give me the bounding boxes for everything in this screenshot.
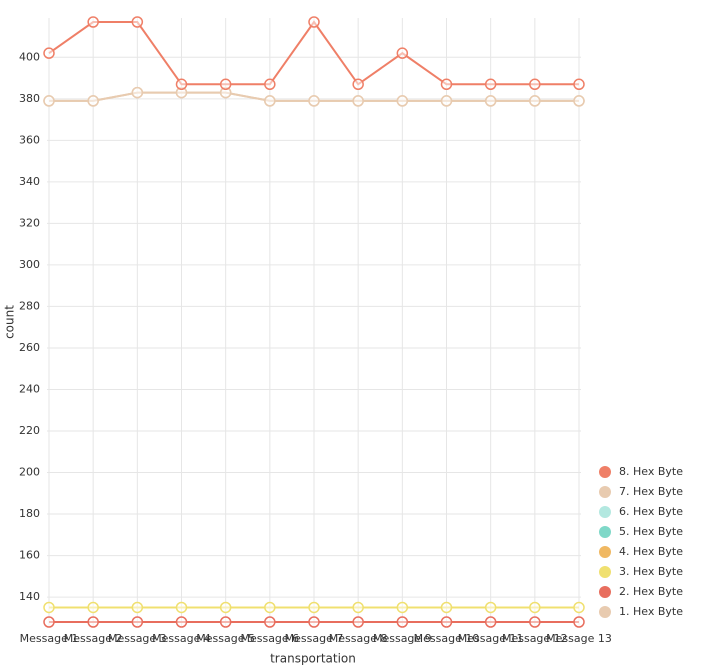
legend-swatch <box>599 486 611 498</box>
point <box>484 78 497 91</box>
point <box>484 95 497 107</box>
point <box>43 616 55 628</box>
legend-swatch <box>599 606 611 618</box>
point <box>131 16 144 28</box>
y-tick-label: 280 <box>19 299 40 312</box>
y-tick-label: 180 <box>19 507 40 520</box>
x-tick-label: Message 12 <box>502 632 568 645</box>
point <box>308 16 320 28</box>
x-tick-label: Message 7 <box>285 632 344 645</box>
point <box>219 616 232 628</box>
legend-label: 2. Hex Byte <box>619 585 683 598</box>
legend-swatch <box>599 546 611 558</box>
legend-label: 6. Hex Byte <box>619 505 683 518</box>
legend-swatch <box>599 526 611 538</box>
x-tick-label: Message 5 <box>196 632 255 645</box>
point <box>440 95 453 107</box>
point <box>529 78 541 91</box>
point <box>175 78 188 91</box>
x-tick-label: Message 4 <box>152 632 211 645</box>
x-tick-label: Message 2 <box>64 632 123 645</box>
y-tick-label: 240 <box>19 382 40 395</box>
y-tick-label: 200 <box>19 466 40 479</box>
point <box>219 601 232 614</box>
y-tick-label: 140 <box>19 590 40 603</box>
point <box>352 601 364 614</box>
point <box>440 616 453 628</box>
point <box>573 95 585 107</box>
legend-swatch <box>599 566 611 578</box>
point <box>175 616 188 628</box>
point <box>175 601 188 614</box>
x-axis-title: transportation <box>270 652 356 666</box>
point <box>87 601 99 614</box>
y-tick-label: 260 <box>19 341 40 354</box>
legend-swatch <box>599 586 611 598</box>
point <box>264 616 276 628</box>
point <box>219 78 232 91</box>
point <box>573 601 585 614</box>
point <box>529 616 541 628</box>
legend-label: 8. Hex Byte <box>619 465 683 478</box>
point <box>573 78 585 91</box>
point <box>484 601 497 614</box>
x-tick-label: Message 9 <box>373 632 432 645</box>
point <box>131 86 144 99</box>
point <box>529 601 541 614</box>
point <box>308 601 320 614</box>
y-tick-label: 360 <box>19 133 40 146</box>
point <box>440 78 453 91</box>
y-tick-label: 400 <box>19 50 40 63</box>
x-tick-label: Message 13 <box>546 632 612 645</box>
y-tick-label: 160 <box>19 549 40 562</box>
point <box>396 47 409 59</box>
point <box>396 616 409 628</box>
point <box>43 601 55 614</box>
point <box>529 95 541 107</box>
y-tick-label: 300 <box>19 258 40 271</box>
point <box>352 616 364 628</box>
x-tick-label: Message 1 <box>20 632 79 645</box>
y-axis-title: count <box>3 305 17 339</box>
x-tick-label: Message 6 <box>240 632 299 645</box>
point <box>87 95 99 107</box>
point <box>308 616 320 628</box>
legend-label: 3. Hex Byte <box>619 565 683 578</box>
point <box>131 616 144 628</box>
legend-label: 7. Hex Byte <box>619 485 683 498</box>
point <box>87 16 99 28</box>
legend-swatch <box>599 506 611 518</box>
x-tick-label: Message 11 <box>458 632 524 645</box>
y-tick-label: 220 <box>19 424 40 437</box>
legend-label: 5. Hex Byte <box>619 525 683 538</box>
point <box>43 95 55 107</box>
point <box>131 601 144 614</box>
point <box>440 601 453 614</box>
legend-label: 4. Hex Byte <box>619 545 683 558</box>
point <box>43 47 55 59</box>
x-tick-label: Message 3 <box>108 632 167 645</box>
legend-swatch <box>599 466 611 478</box>
y-tick-label: 320 <box>19 216 40 229</box>
point <box>264 78 276 91</box>
point <box>396 95 409 107</box>
y-tick-label: 340 <box>19 175 40 188</box>
point <box>352 95 364 107</box>
point <box>484 616 497 628</box>
point <box>573 616 585 628</box>
y-tick-label: 380 <box>19 92 40 105</box>
point <box>264 601 276 614</box>
point <box>396 601 409 614</box>
x-tick-label: Message 10 <box>414 632 480 645</box>
legend-label: 1. Hex Byte <box>619 605 683 618</box>
point <box>308 95 320 107</box>
point <box>264 95 276 107</box>
point <box>352 78 364 91</box>
point <box>87 616 99 628</box>
x-tick-label: Message 8 <box>329 632 388 645</box>
